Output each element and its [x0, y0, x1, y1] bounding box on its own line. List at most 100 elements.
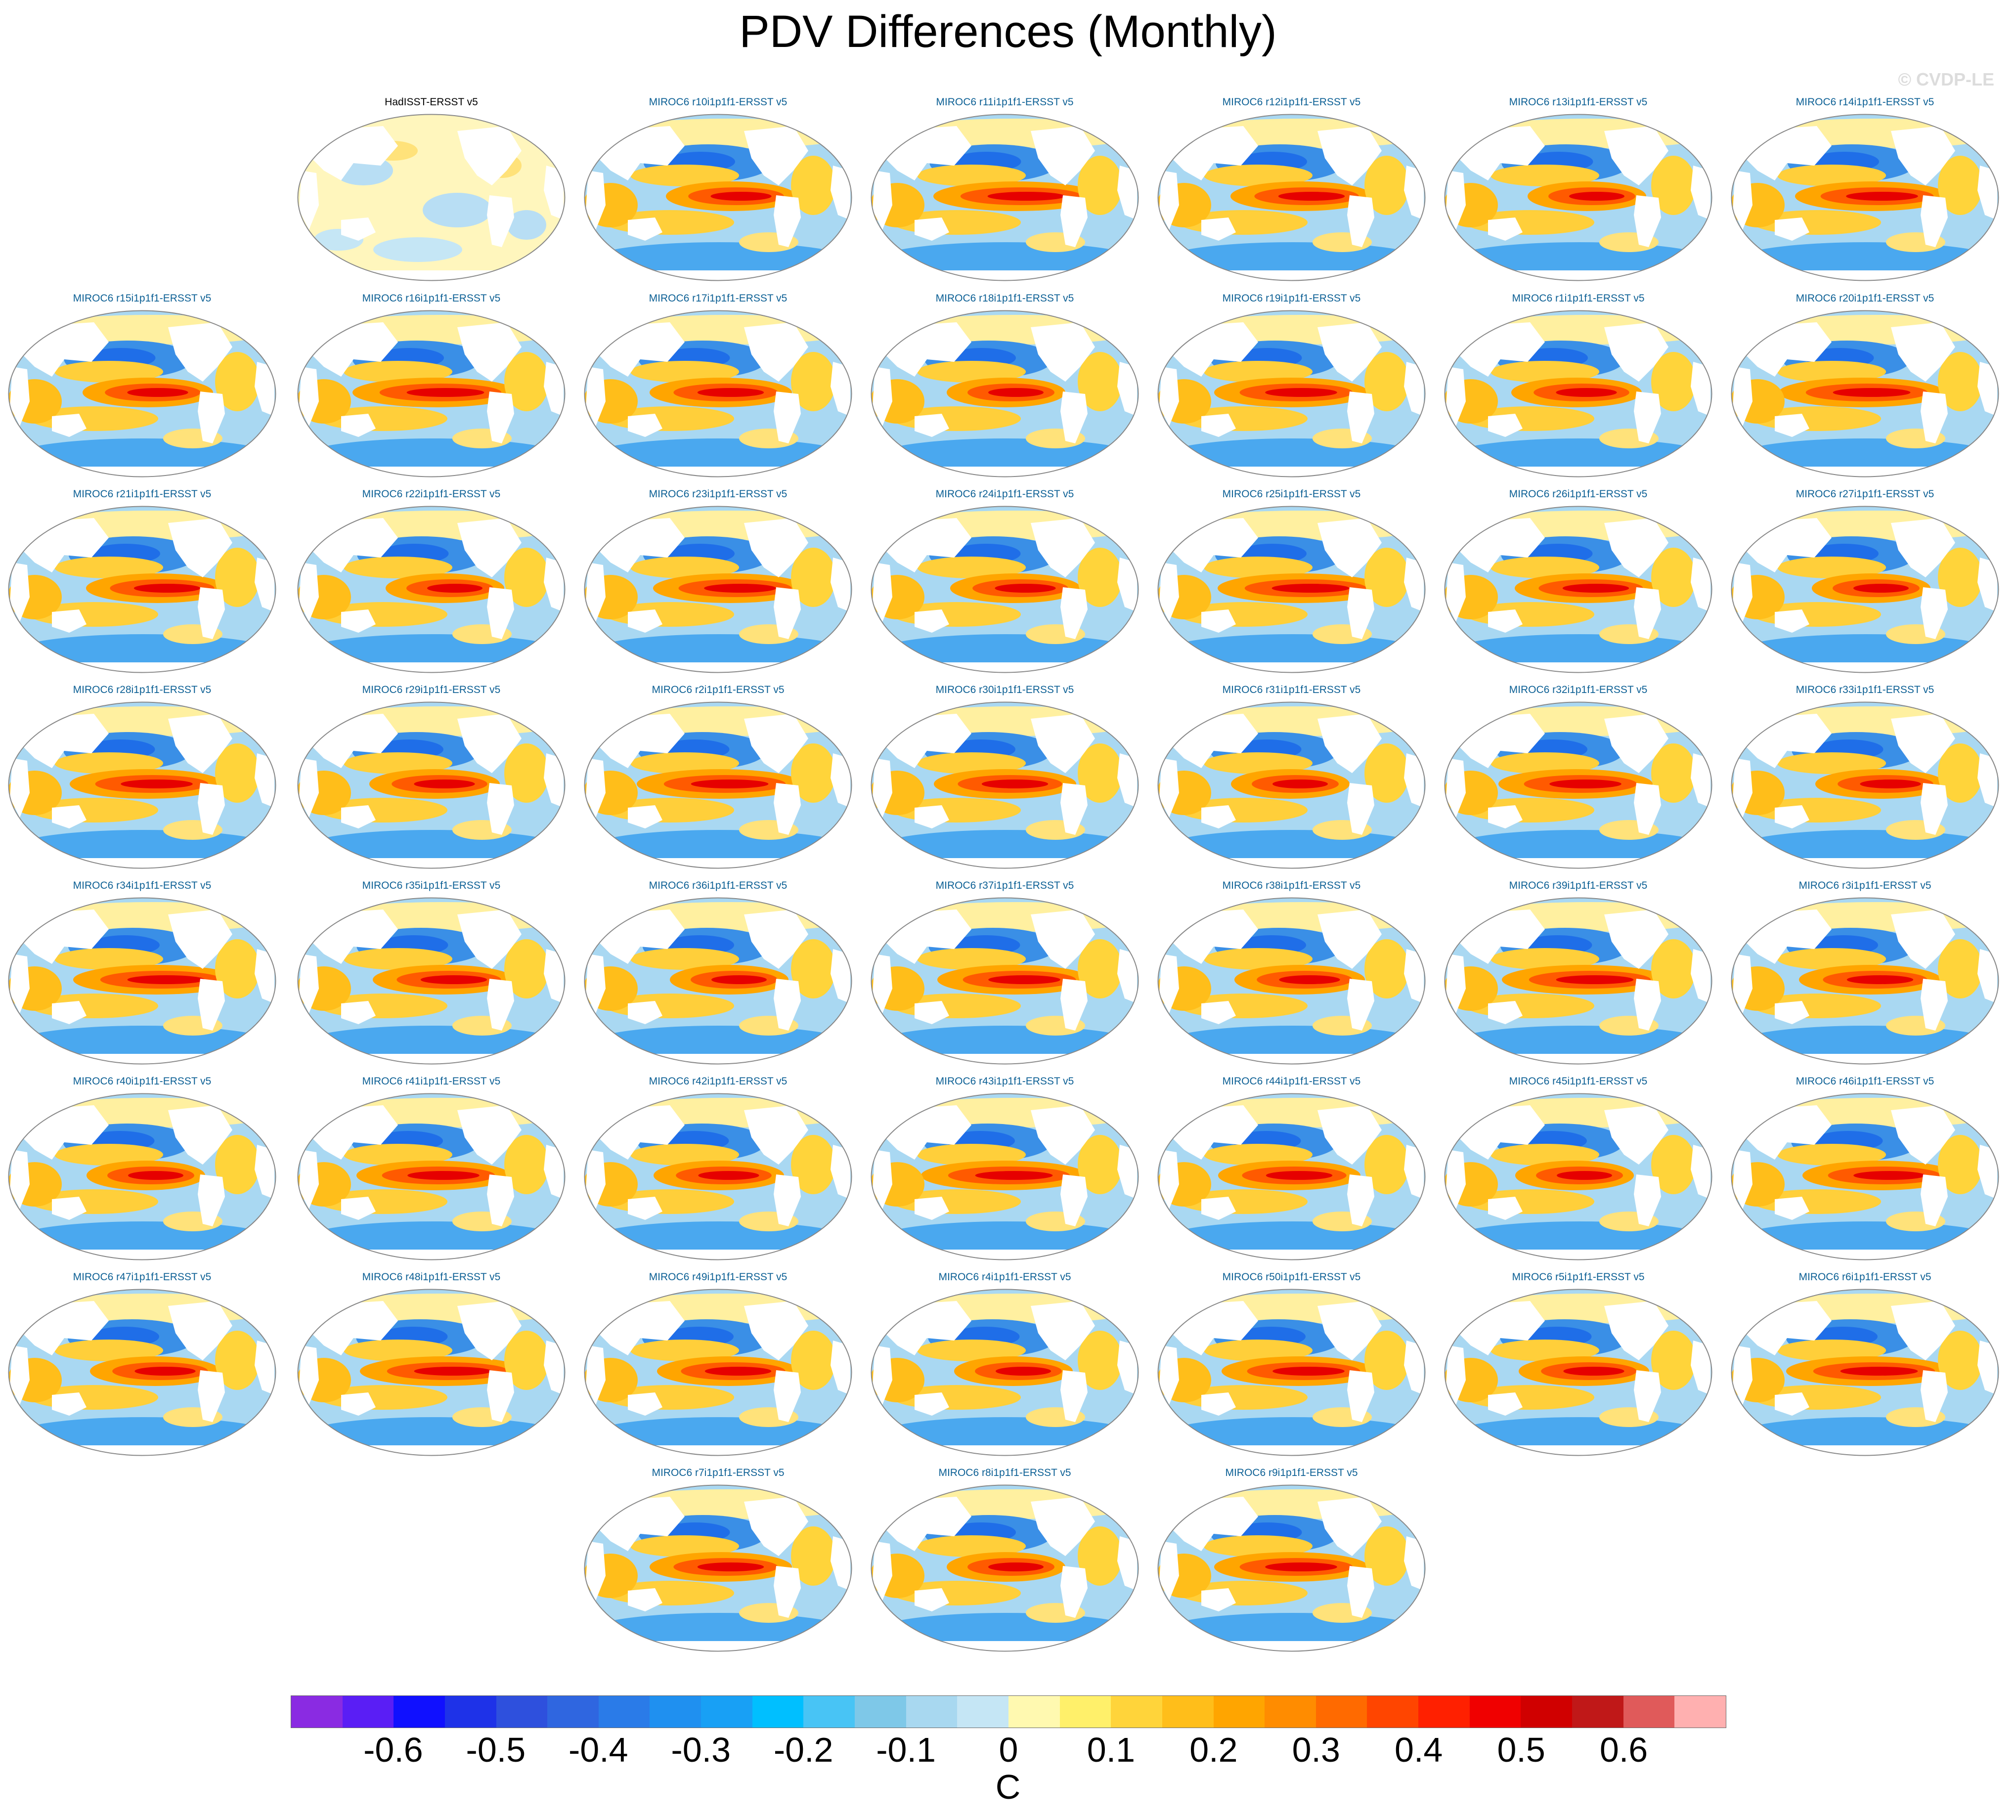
map-panel-title: MIROC6 r28i1p1f1-ERSST v5 [73, 684, 212, 695]
map-panel-title: MIROC6 r5i1p1f1-ERSST v5 [1512, 1271, 1645, 1283]
colorbar-tick-label: -0.1 [876, 1731, 936, 1769]
world-map-plot [297, 114, 566, 281]
map-panel-title: MIROC6 r6i1p1f1-ERSST v5 [1798, 1271, 1931, 1283]
map-panel-title: MIROC6 r26i1p1f1-ERSST v5 [1509, 488, 1648, 500]
world-map-plot [1444, 1289, 1712, 1456]
world-map-plot [1157, 506, 1426, 673]
world-map-plot [8, 701, 276, 869]
map-panel-title: MIROC6 r36i1p1f1-ERSST v5 [649, 880, 788, 891]
colorbar-swatch [803, 1696, 855, 1728]
map-panel: MIROC6 r49i1p1f1-ERSST v5 [576, 1271, 860, 1469]
map-panel-title: MIROC6 r21i1p1f1-ERSST v5 [73, 488, 212, 500]
colorbar-swatch [547, 1696, 599, 1728]
map-panel: MIROC6 r48i1p1f1-ERSST v5 [289, 1271, 573, 1469]
map-panel: MIROC6 r31i1p1f1-ERSST v5 [1149, 684, 1434, 882]
colorbar-tick-label: -0.3 [671, 1731, 731, 1769]
world-map-plot [1157, 897, 1426, 1065]
map-panel: MIROC6 r45i1p1f1-ERSST v5 [1436, 1076, 1720, 1273]
map-panel-grid: HadISST-ERSST v5 MIROC6 r10i1p1f1-ERSST v… [0, 96, 2007, 1665]
colorbar-swatch [598, 1696, 650, 1728]
map-panel: MIROC6 r40i1p1f1-ERSST v5 [0, 1076, 284, 1273]
colorbar-swatch [1059, 1696, 1111, 1728]
map-panel: MIROC6 r8i1p1f1-ERSST v5 [863, 1467, 1147, 1665]
colorbar-tick-label: 0.1 [1087, 1731, 1136, 1769]
world-map-plot [1731, 1093, 1999, 1260]
map-panel-title: HadISST-ERSST v5 [385, 96, 478, 108]
map-panel: MIROC6 r19i1p1f1-ERSST v5 [1149, 293, 1434, 490]
map-panel: MIROC6 r22i1p1f1-ERSST v5 [289, 488, 573, 686]
map-panel-title: MIROC6 r7i1p1f1-ERSST v5 [652, 1467, 785, 1478]
world-map-plot [871, 114, 1139, 281]
world-map-plot [1157, 1484, 1426, 1652]
world-map-plot [871, 701, 1139, 869]
map-panel-title: MIROC6 r27i1p1f1-ERSST v5 [1796, 488, 1934, 500]
map-panel-title: MIROC6 r44i1p1f1-ERSST v5 [1222, 1076, 1361, 1087]
map-panel-title: MIROC6 r4i1p1f1-ERSST v5 [938, 1271, 1071, 1283]
map-panel: MIROC6 r13i1p1f1-ERSST v5 [1436, 96, 1720, 294]
world-map-plot [584, 1093, 852, 1260]
colorbar-swatch [1367, 1696, 1419, 1728]
copyright-watermark: © CVDP-LE [1898, 69, 1994, 89]
colorbar-swatch [906, 1696, 958, 1728]
world-map-plot [8, 1289, 276, 1456]
colorbar-swatch [701, 1696, 752, 1728]
map-panel-title: MIROC6 r37i1p1f1-ERSST v5 [935, 880, 1074, 891]
world-map-plot [1444, 310, 1712, 477]
map-panel: HadISST-ERSST v5 [289, 96, 573, 294]
figure-title: PDV Differences (Monthly) [739, 6, 1277, 57]
world-map-plot [871, 310, 1139, 477]
colorbar-tick-label: 0 [999, 1731, 1018, 1769]
world-map-plot [584, 897, 852, 1065]
map-panel: MIROC6 r42i1p1f1-ERSST v5 [576, 1076, 860, 1273]
map-panel-title: MIROC6 r22i1p1f1-ERSST v5 [362, 488, 501, 500]
world-map-plot [1731, 1289, 1999, 1456]
map-panel-title: MIROC6 r18i1p1f1-ERSST v5 [935, 293, 1074, 304]
colorbar-swatch [1008, 1696, 1060, 1728]
colorbar-tick-label: 0.6 [1599, 1731, 1648, 1769]
colorbar-swatch [957, 1696, 1008, 1728]
map-panel-title: MIROC6 r13i1p1f1-ERSST v5 [1509, 96, 1648, 108]
world-map-plot [871, 897, 1139, 1065]
map-panel: MIROC6 r47i1p1f1-ERSST v5 [0, 1271, 284, 1469]
colorbar-swatch [1623, 1696, 1675, 1728]
colorbar-swatch [291, 1696, 343, 1728]
world-map-plot [1157, 701, 1426, 869]
world-map-plot [1444, 506, 1712, 673]
map-panel: MIROC6 r7i1p1f1-ERSST v5 [576, 1467, 860, 1665]
world-map-plot [584, 506, 852, 673]
map-panel-title: MIROC6 r8i1p1f1-ERSST v5 [938, 1467, 1071, 1478]
map-panel: MIROC6 r50i1p1f1-ERSST v5 [1149, 1271, 1434, 1469]
world-map-plot [584, 1289, 852, 1456]
map-panel-title: MIROC6 r31i1p1f1-ERSST v5 [1222, 684, 1361, 695]
colorbar [291, 1695, 1726, 1728]
map-panel: MIROC6 r12i1p1f1-ERSST v5 [1149, 96, 1434, 294]
map-panel-title: MIROC6 r24i1p1f1-ERSST v5 [935, 488, 1074, 500]
world-map-plot [1444, 897, 1712, 1065]
colorbar-tick-label: 0.3 [1292, 1731, 1340, 1769]
map-panel-title: MIROC6 r48i1p1f1-ERSST v5 [362, 1271, 501, 1283]
map-panel: MIROC6 r46i1p1f1-ERSST v5 [1723, 1076, 2007, 1273]
map-panel: MIROC6 r3i1p1f1-ERSST v5 [1723, 880, 2007, 1078]
world-map-plot [1157, 1289, 1426, 1456]
map-panel-title: MIROC6 r35i1p1f1-ERSST v5 [362, 880, 501, 891]
world-map-plot [8, 897, 276, 1065]
map-panel-title: MIROC6 r16i1p1f1-ERSST v5 [362, 293, 501, 304]
map-panel-title: MIROC6 r47i1p1f1-ERSST v5 [73, 1271, 212, 1283]
world-map-plot [297, 701, 566, 869]
colorbar-tick-label: -0.5 [466, 1731, 526, 1769]
world-map-plot [8, 506, 276, 673]
map-panel-title: MIROC6 r1i1p1f1-ERSST v5 [1512, 293, 1645, 304]
world-map-plot [297, 310, 566, 477]
world-map-plot [1731, 114, 1999, 281]
map-panel: MIROC6 r28i1p1f1-ERSST v5 [0, 684, 284, 882]
colorbar-swatch [394, 1696, 445, 1728]
map-panel: MIROC6 r17i1p1f1-ERSST v5 [576, 293, 860, 490]
world-map-plot [1444, 114, 1712, 281]
colorbar-swatch [444, 1696, 496, 1728]
map-panel: MIROC6 r4i1p1f1-ERSST v5 [863, 1271, 1147, 1469]
map-panel: MIROC6 r37i1p1f1-ERSST v5 [863, 880, 1147, 1078]
map-panel: MIROC6 r1i1p1f1-ERSST v5 [1436, 293, 1720, 490]
world-map-plot [1731, 897, 1999, 1065]
map-panel-title: MIROC6 r10i1p1f1-ERSST v5 [649, 96, 788, 108]
map-panel: MIROC6 r34i1p1f1-ERSST v5 [0, 880, 284, 1078]
